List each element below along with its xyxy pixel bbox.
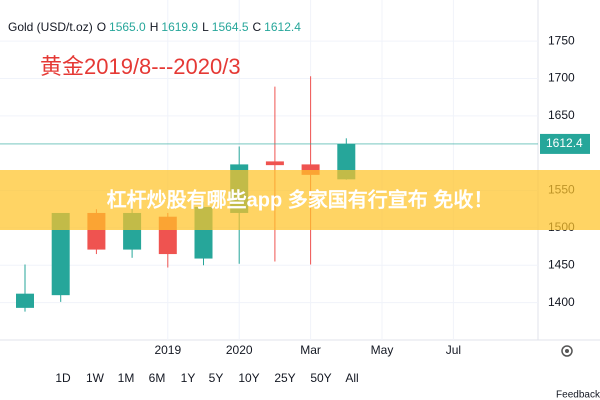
candle-body <box>301 164 320 175</box>
x-tick-label: Mar <box>300 343 321 357</box>
y-tick-label: 1450 <box>548 257 575 271</box>
range-button[interactable]: All <box>345 371 358 385</box>
range-button[interactable]: 6M <box>149 371 166 385</box>
ohlc-key: C <box>253 20 262 34</box>
range-button[interactable]: 50Y <box>310 371 331 385</box>
y-tick-label: 1700 <box>548 71 575 85</box>
x-tick-label: 2019 <box>154 343 181 357</box>
ohlc-key: L <box>202 20 209 34</box>
x-tick-label: Jul <box>446 343 461 357</box>
range-button[interactable]: 25Y <box>274 371 295 385</box>
ohlc-value: 1565.0 <box>109 20 146 34</box>
range-button[interactable]: 1M <box>118 371 135 385</box>
range-button[interactable]: 10Y <box>238 371 259 385</box>
candle-body <box>16 293 34 308</box>
ohlc-key: H <box>150 20 159 34</box>
y-tick-label: 1750 <box>548 33 575 47</box>
ohlc-value: 1612.4 <box>264 20 301 34</box>
legend-header: Gold (USD/t.oz) O 1565.0 H 1619.9 L 1564.5 C 161… <box>8 20 301 34</box>
range-button[interactable]: 1D <box>55 371 71 385</box>
x-tick-label: 2020 <box>226 343 253 357</box>
ohlc-key: O <box>97 20 106 34</box>
ohlc-value: 1564.5 <box>212 20 249 34</box>
symbol: Gold (USD/t.oz) <box>8 20 93 34</box>
last-price-tag <box>540 133 590 154</box>
candle-body <box>51 212 70 296</box>
banner-band <box>0 170 600 230</box>
y-tick-label: 1400 <box>548 295 575 309</box>
gear <box>561 345 573 357</box>
gear-center <box>565 349 569 353</box>
ohlc-value: 1619.9 <box>161 20 198 34</box>
candle-body <box>265 161 284 166</box>
feedback-link[interactable]: Feedback <box>556 390 600 400</box>
range-button[interactable]: 1W <box>86 371 105 385</box>
last-price-label: 1612.4 <box>546 136 583 150</box>
banner-text: 杠杆炒股有哪些app 多家国有行宣布 免收！ <box>107 187 494 211</box>
range-button[interactable]: 5Y <box>209 371 224 385</box>
range-button[interactable]: 1Y <box>181 371 196 385</box>
x-tick-label: May <box>371 343 394 357</box>
y-tick-label: 1650 <box>548 108 575 122</box>
settings-icon[interactable] <box>561 345 573 357</box>
overlay-title: 黄金2019/8---2020/3 <box>40 54 241 79</box>
